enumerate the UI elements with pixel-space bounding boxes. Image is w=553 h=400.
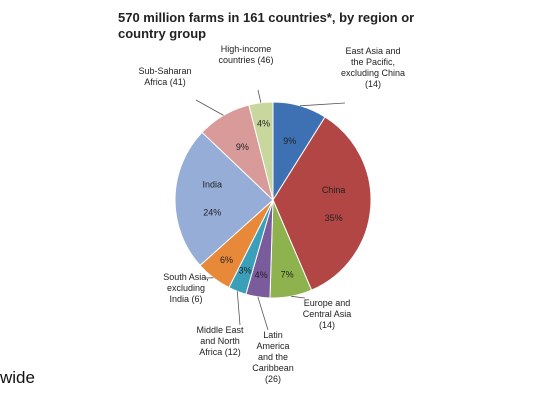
category-label: High-income countries (46) xyxy=(218,44,274,65)
value-label: 4% xyxy=(255,270,268,280)
slice-name: China xyxy=(322,185,346,195)
fragment-text: wide xyxy=(0,368,35,387)
leader-line xyxy=(291,295,306,299)
value-label: 24% xyxy=(203,207,221,217)
category-label: Middle East and North Africa (12) xyxy=(196,325,244,357)
value-label: 35% xyxy=(325,213,343,223)
value-label: 3% xyxy=(239,266,252,276)
pie-slice xyxy=(248,101,274,201)
value-label: 4% xyxy=(257,119,270,129)
category-label: East Asia and the Pacific, excluding Chi… xyxy=(340,46,406,89)
chart-title: 570 million farms in 161 countries*, by … xyxy=(118,10,415,41)
leader-line xyxy=(257,296,269,331)
category-label: Europe and Central Asia (14) xyxy=(302,298,352,330)
leader-line xyxy=(300,102,346,107)
value-label: 9% xyxy=(283,136,296,146)
pie-slice xyxy=(174,131,274,267)
category-label: Latin America and the Caribbean (26) xyxy=(252,330,294,384)
leader-line xyxy=(236,291,241,326)
category-label: South Asia, excluding India (6) xyxy=(163,272,209,304)
leader-line xyxy=(195,99,224,116)
pie-slice xyxy=(272,116,372,291)
slice-name: India xyxy=(202,179,222,189)
value-label: 6% xyxy=(220,255,233,265)
value-label: 9% xyxy=(236,142,249,152)
value-label: 7% xyxy=(281,269,294,279)
category-label: Sub-Saharan Africa (41) xyxy=(138,66,192,87)
leader-line xyxy=(257,89,262,103)
